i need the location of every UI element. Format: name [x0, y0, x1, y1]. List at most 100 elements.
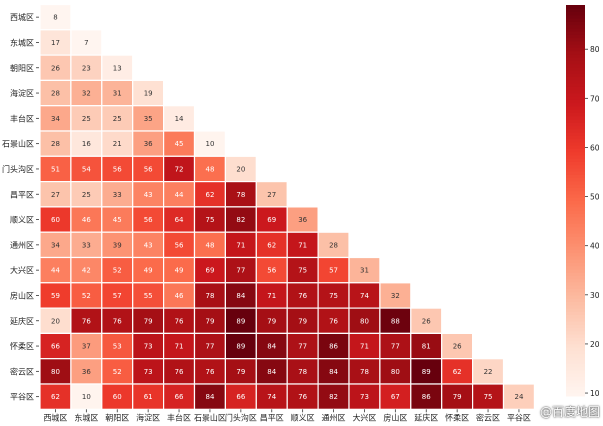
cell-value-label: 21 — [113, 140, 122, 148]
x-tick-label: 石景山区 — [194, 412, 226, 422]
cell-value-label: 26 — [453, 343, 462, 351]
colorbar-segment — [566, 190, 585, 195]
x-tick-label: 密云区 — [476, 412, 500, 422]
cell-value-label: 79 — [267, 317, 276, 325]
heatmap-cell — [286, 307, 319, 335]
cell-value-label: 26 — [422, 317, 431, 325]
heatmap-cell — [441, 383, 474, 410]
colorbar-segment — [566, 174, 585, 179]
heatmap-cell — [101, 358, 134, 385]
heatmap-cell — [132, 130, 165, 157]
cell-value-label: 75 — [205, 216, 214, 224]
colorbar-segment — [566, 343, 585, 348]
heatmap-cell — [255, 181, 288, 208]
colorbar-tick-label: 80 — [590, 45, 600, 54]
cell-value-label: 76 — [298, 292, 307, 300]
colorbar-segment — [566, 167, 585, 172]
colorbar-segment — [566, 14, 585, 19]
colorbar-segment — [566, 311, 585, 316]
colorbar-segment — [566, 125, 585, 130]
colorbar-segment — [566, 379, 585, 384]
x-tick-label: 朝阳区 — [105, 413, 129, 422]
colorbar-segment — [566, 40, 585, 45]
cell-value-label: 66 — [175, 393, 184, 401]
heatmap-cell — [255, 282, 288, 309]
colorbar-segment — [566, 171, 585, 175]
cell-value-label: 36 — [144, 140, 153, 148]
colorbar-segment — [566, 281, 585, 286]
colorbar-segment — [566, 119, 585, 123]
colorbar-segment — [566, 268, 585, 273]
heatmap-cell — [379, 383, 412, 410]
heatmap-cell — [163, 231, 196, 259]
cell-value-label: 55 — [144, 292, 153, 300]
cell-value-label: 62 — [453, 368, 462, 376]
colorbar-tick-label: 70 — [590, 94, 600, 103]
colorbar-segment — [566, 369, 585, 374]
colorbar-segment — [566, 21, 585, 26]
y-tick-label: 东城区 — [10, 37, 34, 47]
cell-value-label: 34 — [51, 115, 60, 123]
heatmap-cell — [101, 282, 134, 309]
heatmap-cell — [39, 282, 72, 309]
y-tick-label: 海淀区 — [10, 88, 34, 98]
cell-value-label: 84 — [267, 368, 276, 376]
heatmap-cell — [224, 307, 257, 335]
colorbar-segment — [566, 220, 585, 224]
heatmap-cell — [348, 282, 381, 309]
cell-value-label: 42 — [82, 267, 91, 275]
colorbar-segment — [566, 275, 585, 280]
colorbar-segment — [566, 73, 585, 78]
cell-value-label: 76 — [82, 317, 91, 325]
cell-value-label: 77 — [205, 343, 214, 351]
heatmap-cell — [101, 54, 134, 81]
heatmap-cell — [70, 383, 103, 410]
colorbar-segment — [566, 223, 585, 228]
heatmap-cell — [163, 332, 196, 360]
colorbar-segment — [566, 53, 585, 58]
colorbar-tick-label: 20 — [590, 340, 600, 349]
heatmap-cell — [348, 358, 381, 385]
colorbar-segment — [566, 180, 585, 185]
colorbar-segment — [566, 386, 585, 390]
heatmap-cell — [286, 231, 319, 259]
cell-value-label: 56 — [144, 216, 153, 224]
x-tick-label: 顺义区 — [291, 413, 315, 422]
colorbar-segment — [566, 229, 585, 234]
cell-value-label: 79 — [236, 368, 245, 376]
colorbar-segment — [566, 360, 585, 364]
cell-value-label: 89 — [236, 343, 245, 351]
cell-value-label: 52 — [113, 267, 122, 275]
colorbar-segment — [566, 327, 585, 332]
colorbar-segment — [566, 356, 585, 361]
cell-value-label: 49 — [175, 267, 184, 275]
colorbar-segment — [566, 47, 585, 52]
colorbar-segment — [566, 44, 585, 48]
colorbar-segment — [566, 350, 585, 355]
colorbar-segment — [566, 138, 585, 143]
cell-value-label: 77 — [391, 343, 400, 351]
colorbar-tick-label: 50 — [590, 193, 600, 202]
cell-value-label: 62 — [205, 191, 214, 199]
heatmap-cell — [224, 282, 257, 309]
heatmap-cell — [286, 383, 319, 410]
cell-value-label: 43 — [144, 241, 153, 249]
colorbar-segment — [566, 226, 585, 231]
cell-value-label: 71 — [360, 343, 369, 351]
colorbar-segment — [566, 76, 585, 81]
colorbar-segment — [566, 151, 585, 156]
heatmap-cell — [317, 307, 350, 335]
colorbar-segment — [566, 324, 585, 329]
y-tick-label: 门头沟区 — [2, 164, 34, 174]
cell-value-label: 19 — [144, 90, 153, 98]
y-tick-label: 昌平区 — [10, 190, 34, 199]
heatmap-cell — [163, 358, 196, 385]
colorbar-segment — [566, 89, 585, 94]
heatmap-cell — [193, 383, 226, 410]
heatmap-cell — [317, 231, 350, 259]
colorbar-segment — [566, 265, 585, 270]
colorbar-segment — [566, 145, 585, 149]
cell-value-label: 78 — [205, 292, 214, 300]
cell-value-label: 86 — [422, 393, 431, 401]
colorbar-segment — [566, 60, 585, 65]
